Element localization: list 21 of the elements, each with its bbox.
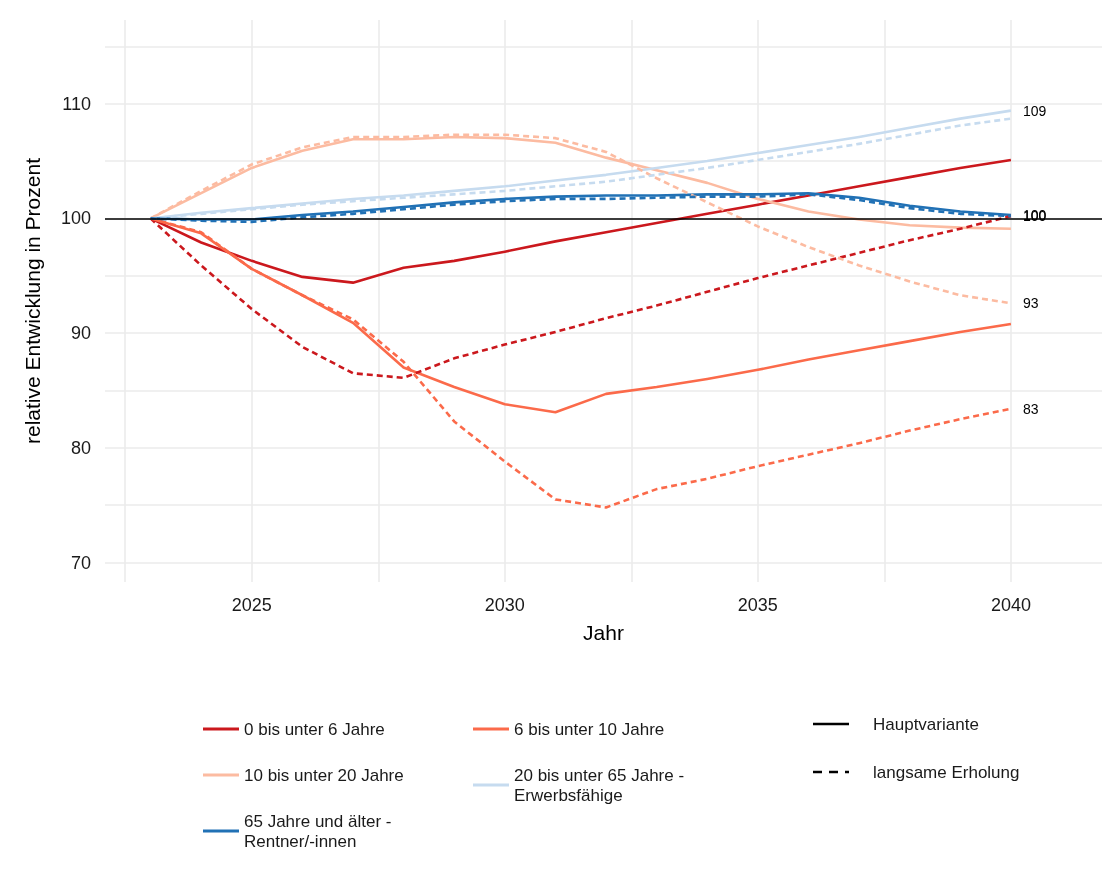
text: Hauptvariante bbox=[873, 714, 979, 734]
y-tick-label: 110 bbox=[62, 93, 91, 114]
data-label: 93 bbox=[1022, 295, 1039, 312]
data-label: 109 bbox=[1022, 102, 1047, 119]
y-axis-title: relative Entwicklung in Prozent bbox=[21, 157, 44, 444]
legend-label: 10 bis unter 20 Jahre bbox=[244, 765, 404, 785]
legend-label: 6 bis unter 10 Jahre bbox=[514, 719, 665, 739]
y-tick-label: 100 bbox=[60, 208, 91, 229]
x-tick-label: 2035 bbox=[737, 595, 778, 615]
text: langsame Erholung bbox=[873, 762, 1020, 782]
legend-label: 0 bis unter 6 Jahre bbox=[244, 719, 385, 739]
legend-label: 20 bis unter 65 Jahre - Erwerbsfähige bbox=[514, 765, 689, 805]
y-tick-label: 70 bbox=[70, 552, 91, 573]
y-tick-label: 90 bbox=[70, 323, 91, 344]
x-tick-label: 2030 bbox=[484, 595, 525, 615]
x-axis-title: Jahr bbox=[583, 621, 624, 644]
x-tick-label: 2040 bbox=[990, 595, 1031, 615]
legend-label: 65 Jahre und älter - Rentner/-innen bbox=[244, 811, 397, 851]
x-tick-label: 2025 bbox=[231, 595, 272, 615]
data-label: 83 bbox=[1022, 400, 1039, 417]
y-tick-label: 80 bbox=[70, 437, 91, 458]
